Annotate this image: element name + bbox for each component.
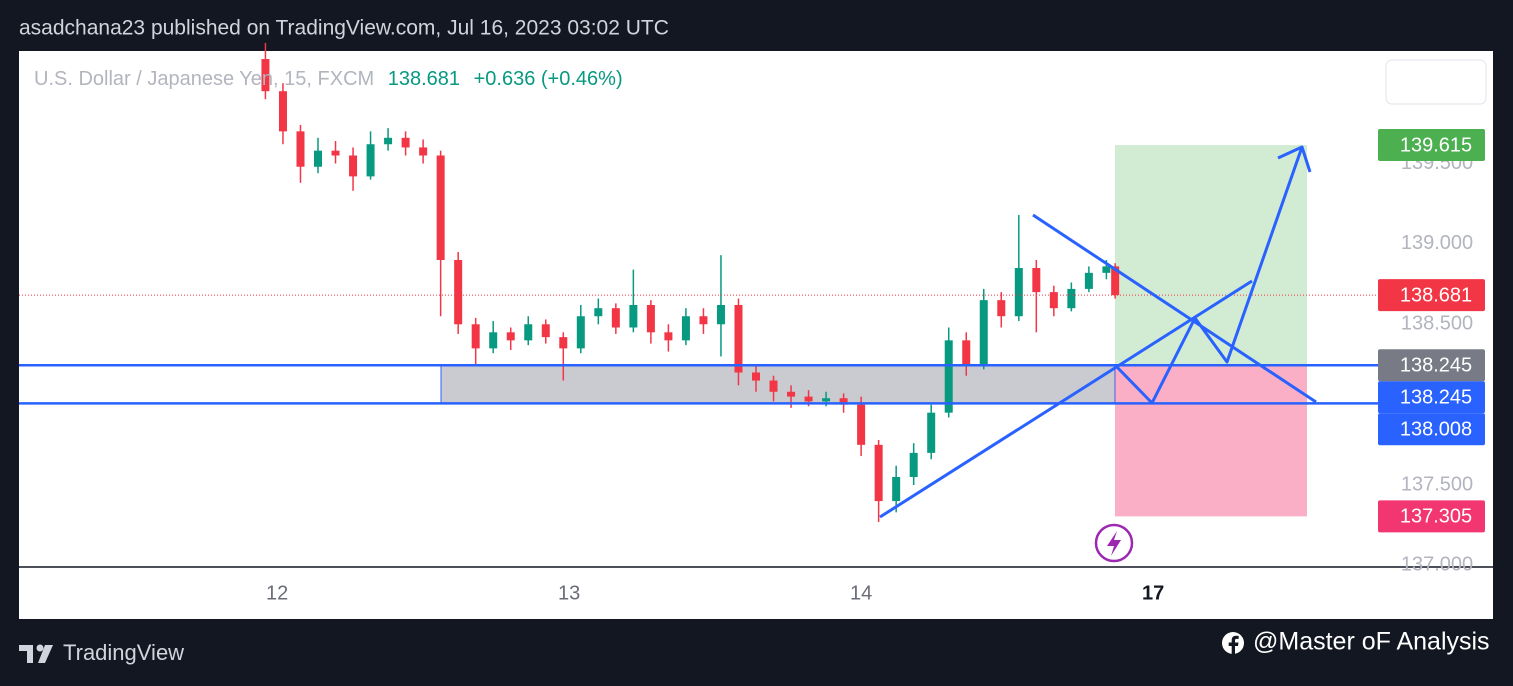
candle-body <box>734 304 743 373</box>
candle-body <box>629 304 638 328</box>
drawings <box>879 145 1317 519</box>
triangle-upper <box>1032 213 1317 404</box>
triangle-lower <box>879 279 1253 519</box>
candle-body <box>454 259 463 325</box>
legend-box <box>1385 59 1487 105</box>
candle-body <box>1014 268 1023 317</box>
candle-body <box>576 316 585 349</box>
candle-body <box>1084 272 1093 289</box>
y-tick-label: 137.000 <box>1401 554 1473 576</box>
candle-body <box>857 404 866 445</box>
last-price: 138.681 <box>388 68 460 90</box>
target-box <box>1115 145 1307 366</box>
candle-body <box>594 308 603 317</box>
candle-body <box>506 332 515 341</box>
price-label: 137.305 <box>1400 506 1472 528</box>
fb-icon <box>1222 632 1244 655</box>
candle-body <box>979 300 988 365</box>
candle-body <box>769 380 778 392</box>
candle-body <box>944 340 953 413</box>
candle-body <box>1032 268 1041 293</box>
price-label-bg <box>1378 381 1485 414</box>
y-tick-label: 137.500 <box>1401 473 1473 495</box>
candle-body <box>787 391 796 397</box>
candle-body <box>1067 288 1076 309</box>
price-label: 139.615 <box>1400 134 1472 156</box>
price-label: 138.681 <box>1400 284 1472 306</box>
credit: @Master oF Analysis <box>1253 628 1490 656</box>
candle-body <box>752 372 761 381</box>
candle-body <box>436 155 445 260</box>
candle-body <box>892 476 901 502</box>
candle-body <box>278 91 287 132</box>
candle-body <box>927 412 936 453</box>
price-label: 138.245 <box>1400 355 1472 377</box>
candle-body <box>804 396 813 402</box>
candle-body <box>839 398 848 405</box>
candle-body <box>646 304 655 333</box>
candle-body <box>384 137 393 145</box>
legend: U.S. Dollar / Japanese Yen, 15, FXCM 138… <box>34 68 623 90</box>
candle-body <box>664 332 673 341</box>
candle-body <box>559 337 568 349</box>
candle-body <box>314 150 323 167</box>
candle-body <box>1111 266 1120 296</box>
brand: TradingView <box>63 640 184 665</box>
candle-body <box>541 324 550 338</box>
candle-body <box>909 452 918 477</box>
candle-body <box>822 398 831 402</box>
x-tick-label: 17 <box>1142 582 1164 604</box>
candle-body <box>962 340 971 365</box>
price-label-bg <box>1378 279 1485 312</box>
candle-body <box>1049 292 1058 309</box>
projection-path <box>1113 146 1304 405</box>
candle-body <box>366 144 375 177</box>
stop-box <box>1115 365 1307 517</box>
candle-body <box>471 324 480 349</box>
candle-body <box>611 308 620 328</box>
support-zone <box>440 364 1116 404</box>
candle-body <box>419 147 428 156</box>
candle-body <box>524 324 533 341</box>
candle-body <box>997 300 1006 317</box>
arrow-head <box>1277 145 1312 173</box>
header: asadchana23 published on TradingView.com… <box>19 17 669 40</box>
candle-body <box>699 316 708 325</box>
tv-logo <box>19 644 53 663</box>
candle-body <box>331 150 340 156</box>
alert-icon <box>1094 523 1134 563</box>
candle-body <box>296 131 305 167</box>
x-tick-label: 14 <box>850 582 872 604</box>
candle-body <box>716 304 725 325</box>
price-label-bg <box>1378 349 1485 382</box>
candle-body <box>349 155 358 177</box>
price-label-bg <box>1378 129 1485 162</box>
candle-body <box>401 137 410 148</box>
chart-panel <box>19 51 1493 619</box>
x-tick-label: 12 <box>266 582 288 604</box>
y-tick-label: 138.500 <box>1401 313 1473 335</box>
plot <box>19 42 1380 522</box>
candle-body <box>681 316 690 341</box>
y-tick-label: 139.000 <box>1401 232 1473 254</box>
change: +0.636 (+0.46%) <box>474 68 623 90</box>
price-label: 138.245 <box>1400 387 1472 409</box>
price-label-bg <box>1378 413 1485 446</box>
candle-body <box>874 444 883 502</box>
candle-body <box>261 59 270 92</box>
candle-body <box>1102 266 1111 273</box>
x-tick-label: 13 <box>558 582 580 604</box>
symbol: U.S. Dollar / Japanese Yen, 15, FXCM <box>34 68 374 90</box>
price-label-bg <box>1378 500 1485 533</box>
candle-body <box>489 332 498 349</box>
price-label: 138.008 <box>1400 419 1472 441</box>
